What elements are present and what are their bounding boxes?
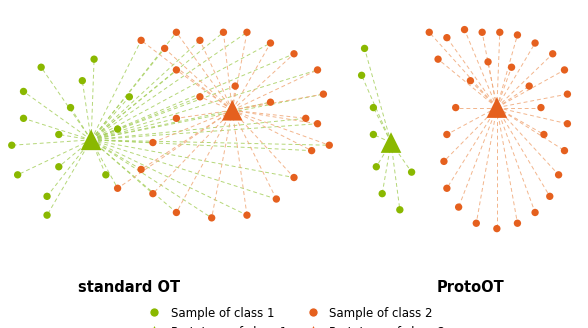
Point [125,94,134,99]
Point [377,191,387,196]
Point [492,105,502,110]
Point [442,186,452,191]
Point [36,65,46,70]
Point [563,92,572,97]
Point [19,116,28,121]
Point [357,73,366,78]
Text: ProtoOT: ProtoOT [436,280,505,295]
Point [466,78,475,83]
Point [442,35,452,40]
Point [360,46,369,51]
Point [545,194,554,199]
Point [492,226,502,231]
Point [66,105,75,110]
Point [42,213,52,218]
Point [563,121,572,126]
Point [325,143,334,148]
Point [7,143,16,148]
Point [451,105,460,110]
Point [19,89,28,94]
Point [289,51,299,56]
Point [195,38,205,43]
Point [433,56,443,62]
Point [560,67,569,72]
Point [495,30,505,35]
Point [289,175,299,180]
Point [160,46,169,51]
Point [54,132,64,137]
Point [425,30,434,35]
Point [313,67,322,72]
Point [13,172,22,177]
Point [148,140,158,145]
Point [507,65,516,70]
Point [548,51,557,56]
Text: standard OT: standard OT [78,280,181,295]
Point [113,186,122,191]
Point [113,127,122,132]
Point [524,83,534,89]
Point [172,116,181,121]
Point [369,132,378,137]
Point [219,30,228,35]
Point [307,148,316,153]
Point [530,210,540,215]
Point [195,94,205,99]
Point [101,172,111,177]
Point [460,27,469,32]
Point [228,108,237,113]
Point [266,100,275,105]
Point [513,32,522,38]
Point [442,132,452,137]
Point [272,196,281,202]
Point [539,132,549,137]
Point [242,30,252,35]
Point [148,191,158,196]
Point [207,215,216,220]
Point [136,167,146,172]
Point [386,140,396,145]
Point [172,210,181,215]
Point [530,40,540,46]
Point [319,92,328,97]
Point [172,67,181,72]
Point [266,40,275,46]
Point [42,194,52,199]
Point [78,78,87,83]
Point [372,164,381,169]
Point [536,105,546,110]
Legend: Sample of class 1, Prototype of class 1, Sample of class 2, Prototype of class 2: Sample of class 1, Prototype of class 1,… [138,302,450,328]
Point [136,38,146,43]
Point [407,170,416,175]
Point [472,221,481,226]
Point [477,30,487,35]
Point [86,137,96,142]
Point [513,221,522,226]
Point [301,116,310,121]
Point [54,164,64,169]
Point [172,30,181,35]
Point [439,159,449,164]
Point [560,148,569,153]
Point [454,204,463,210]
Point [369,105,378,110]
Point [483,59,493,65]
Point [89,56,99,62]
Point [313,121,322,126]
Point [230,83,240,89]
Point [242,213,252,218]
Point [395,207,405,213]
Point [554,172,563,177]
